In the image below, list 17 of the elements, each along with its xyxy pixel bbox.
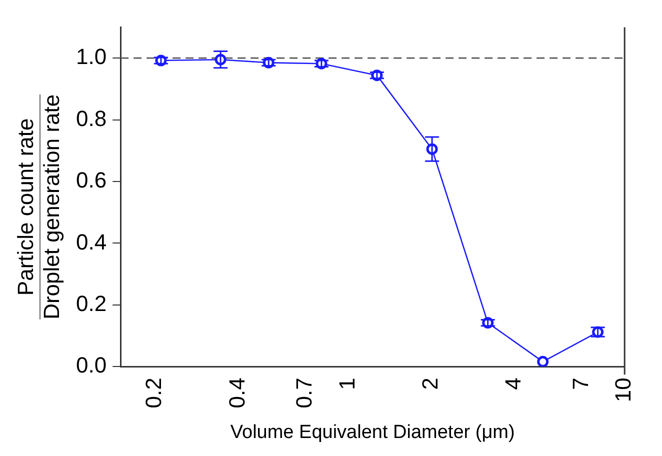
x-axis-title: Volume Equivalent Diameter (μm) [230, 422, 515, 443]
y-tick-label: 0.6 [76, 168, 107, 193]
x-tick-label: 7 [568, 378, 593, 390]
x-tick-label: 2 [418, 378, 443, 390]
y-tick-label: 0.8 [76, 106, 107, 131]
y-tick-label: 0.2 [76, 290, 107, 316]
x-tick-label: 0.4 [224, 378, 250, 408]
y-tick-label: 0.4 [76, 229, 107, 254]
x-tick-label: 1 [334, 378, 360, 390]
y-axis-title: Particle count rate Droplet generation rate [13, 94, 64, 320]
x-tick-label: 0.7 [292, 378, 317, 408]
x-tick-label: 0.2 [141, 378, 166, 408]
y-tick-label: 1.0 [76, 44, 107, 70]
point [537, 356, 549, 367]
y-tick-label: 0.0 [76, 352, 107, 378]
x-tick-label: 4 [500, 378, 526, 390]
x-tick-label: 10 [610, 378, 636, 402]
